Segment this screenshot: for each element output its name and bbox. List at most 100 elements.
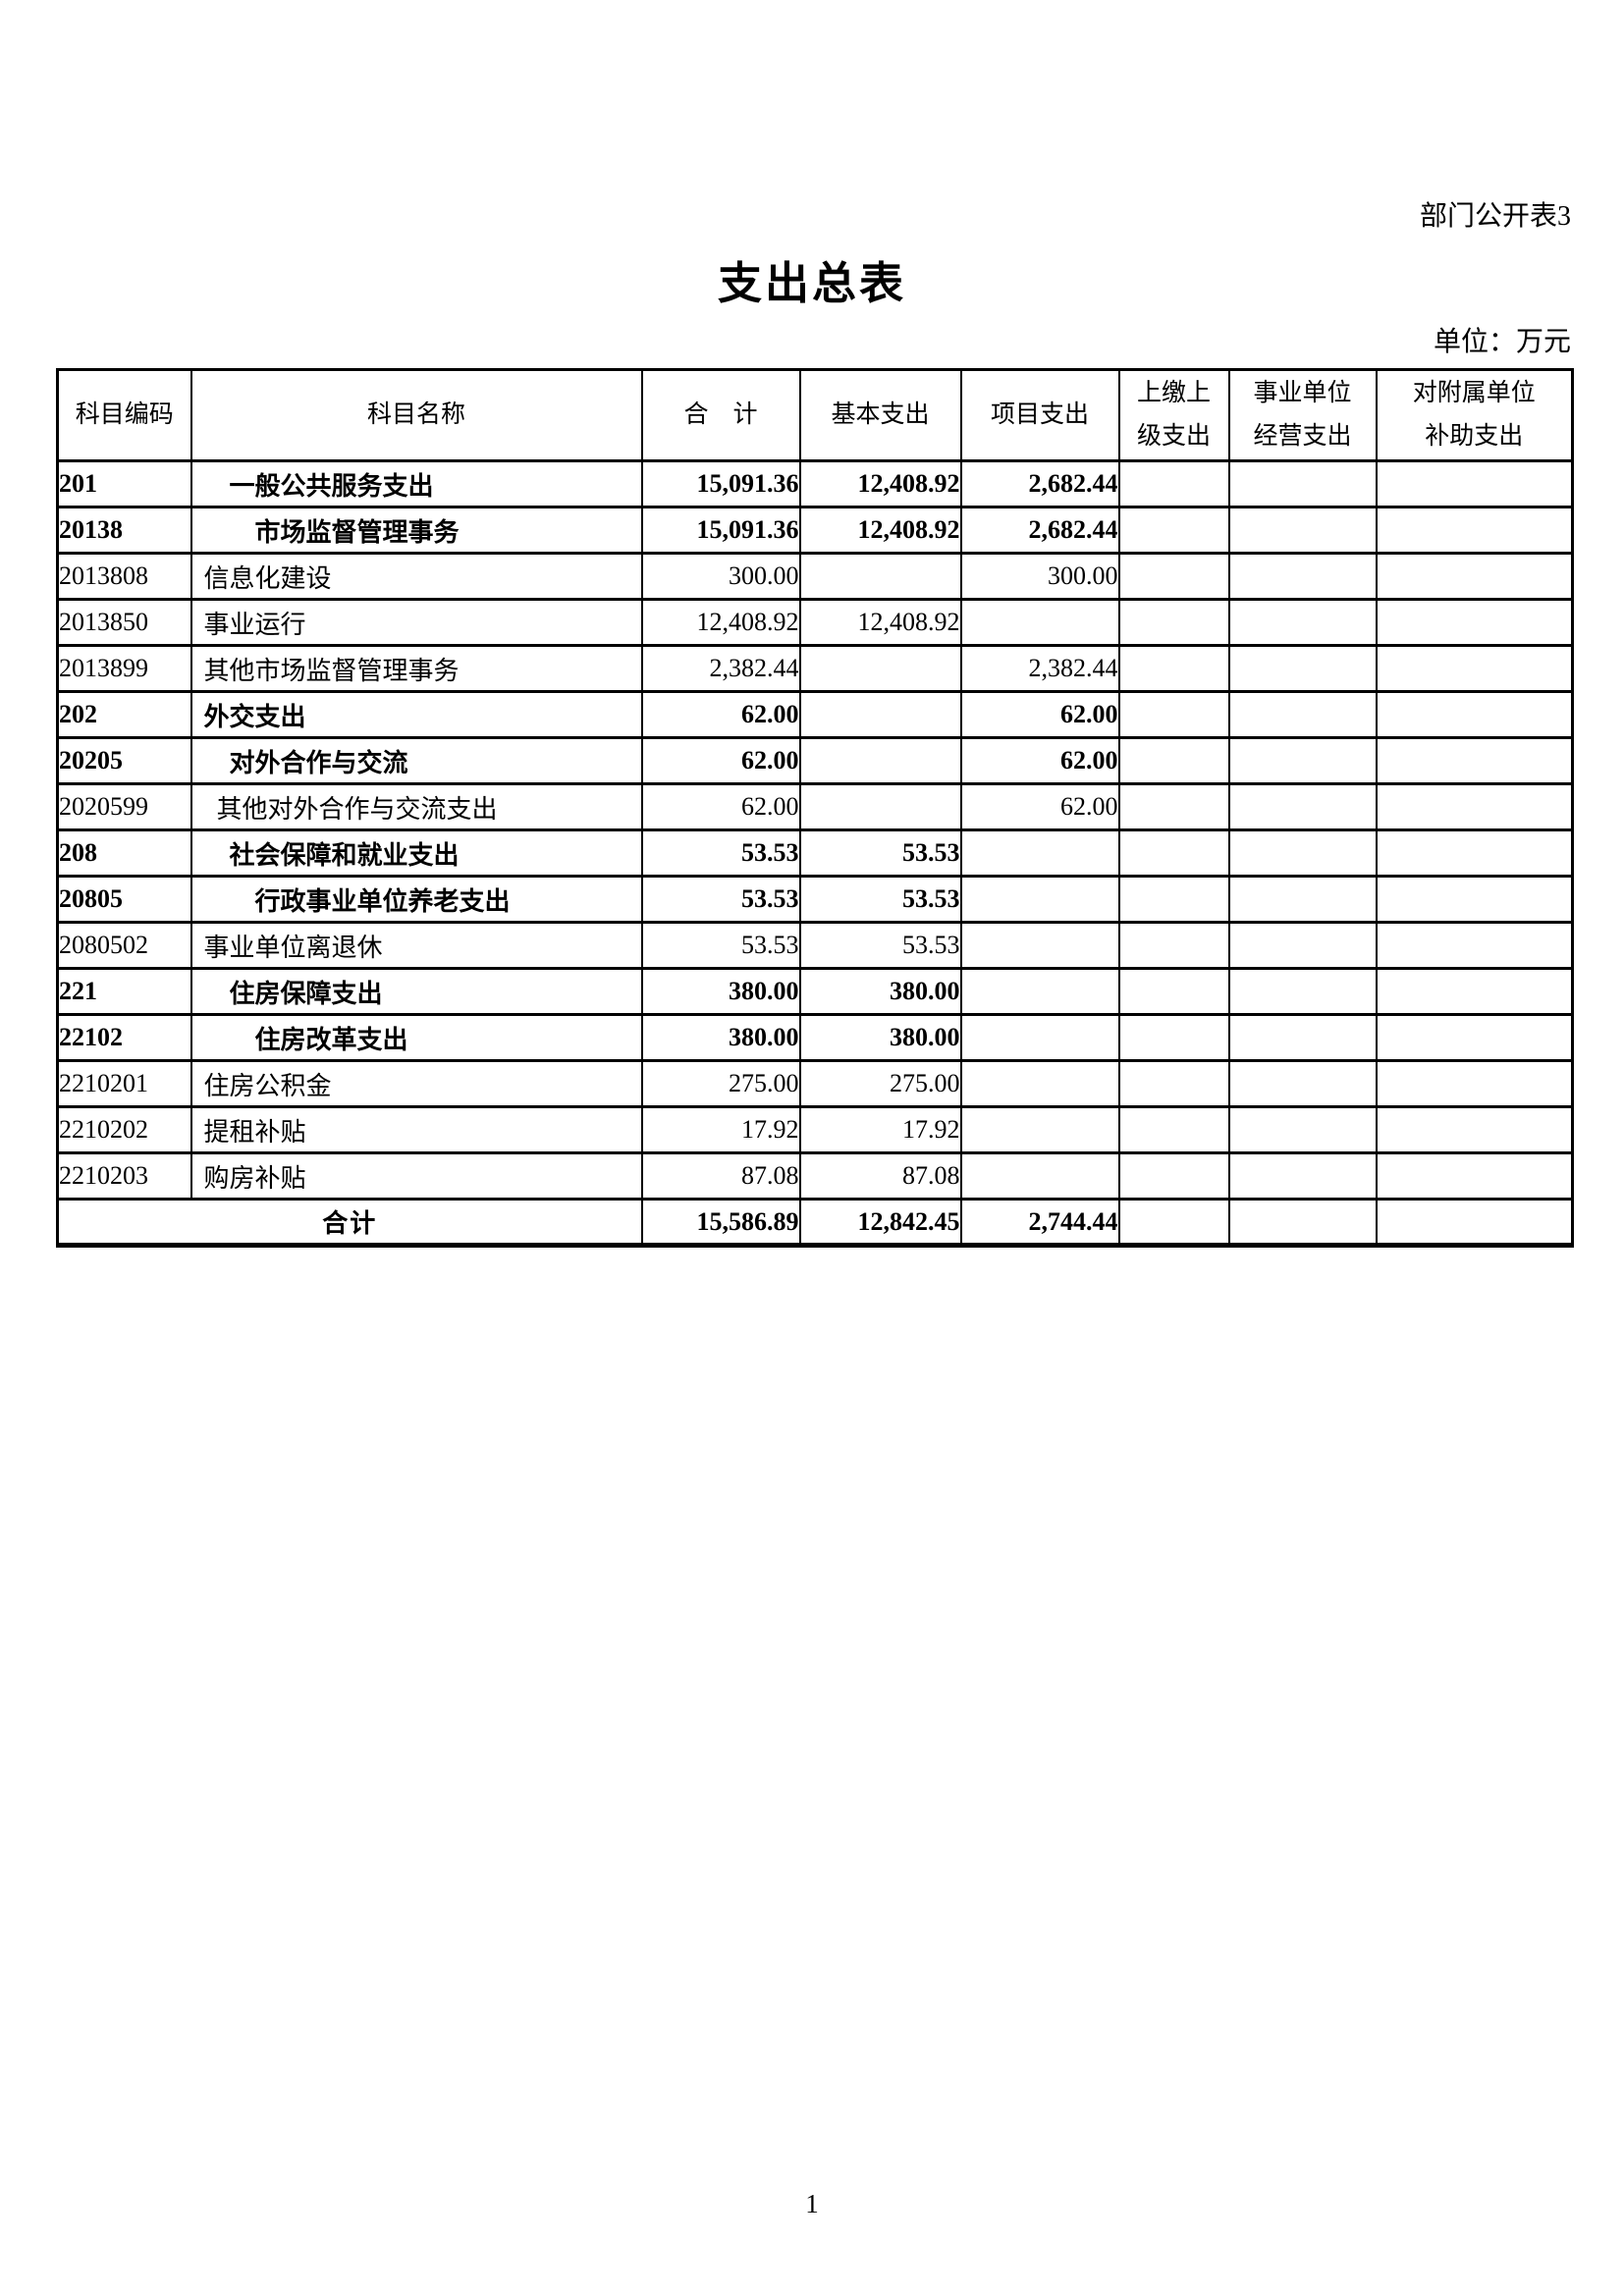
table-row: 2080502 事业单位离退休 53.53 53.53 (56, 921, 1574, 970)
upper-cell (1117, 1105, 1230, 1154)
subject-name-cell: 住房保障支出 (189, 967, 643, 1016)
subsidy-cell (1375, 644, 1574, 693)
table-row: 2020599 其他对外合作与交流支出 62.00 62.00 (56, 782, 1574, 831)
subsidy-cell (1375, 1105, 1574, 1154)
basic-cell: 53.53 (798, 921, 962, 970)
basic-cell: 87.08 (798, 1151, 962, 1201)
basic-cell (798, 552, 962, 601)
subject-code-cell: 2020599 (56, 782, 192, 831)
table-row: 202 外交支出 62.00 62.00 (56, 690, 1574, 739)
operating-cell (1227, 875, 1378, 924)
project-cell: 2,682.44 (959, 459, 1120, 508)
basic-cell: 380.00 (798, 967, 962, 1016)
table-row: 2210203 购房补贴 87.08 87.08 (56, 1151, 1574, 1201)
col-header-operating: 事业单位 经营支出 (1227, 368, 1378, 462)
total-cell: 380.00 (640, 967, 801, 1016)
subject-code-cell: 20138 (56, 506, 192, 555)
basic-cell: 12,842.45 (798, 1198, 962, 1247)
basic-cell: 17.92 (798, 1105, 962, 1154)
project-cell (959, 598, 1120, 647)
operating-cell (1227, 1105, 1378, 1154)
basic-cell (798, 644, 962, 693)
operating-cell (1227, 782, 1378, 831)
operating-cell (1227, 736, 1378, 785)
corner-note: 部门公开表3 (1419, 201, 1571, 232)
total-cell: 53.53 (640, 875, 801, 924)
subject-code-cell: 202 (56, 690, 192, 739)
operating-cell (1227, 1151, 1378, 1201)
project-cell (959, 1013, 1120, 1062)
subsidy-cell (1375, 552, 1574, 601)
upper-cell (1117, 506, 1230, 555)
subject-name-cell: 购房补贴 (189, 1151, 643, 1201)
table-row: 22102 住房改革支出 380.00 380.00 (56, 1013, 1574, 1062)
subject-code-cell: 2210202 (56, 1105, 192, 1154)
total-cell: 15,091.36 (640, 459, 801, 508)
upper-cell (1117, 459, 1230, 508)
basic-cell: 12,408.92 (798, 506, 962, 555)
total-cell: 380.00 (640, 1013, 801, 1062)
subject-code-cell: 208 (56, 828, 192, 878)
subject-name-cell: 行政事业单位养老支出 (189, 875, 643, 924)
table-row: 20805 行政事业单位养老支出 53.53 53.53 (56, 875, 1574, 924)
operating-cell (1227, 921, 1378, 970)
basic-cell: 275.00 (798, 1059, 962, 1108)
operating-cell (1227, 644, 1378, 693)
project-cell (959, 828, 1120, 878)
subject-name-cell: 其他市场监督管理事务 (189, 644, 643, 693)
subsidy-cell (1375, 459, 1574, 508)
subject-name-cell: 其他对外合作与交流支出 (189, 782, 643, 831)
upper-cell (1117, 875, 1230, 924)
project-cell (959, 921, 1120, 970)
total-cell: 62.00 (640, 690, 801, 739)
subject-code-cell: 2013850 (56, 598, 192, 647)
project-cell (959, 875, 1120, 924)
subsidy-cell (1375, 921, 1574, 970)
upper-cell (1117, 598, 1230, 647)
unit-label: 单位：万元 (1433, 327, 1571, 357)
upper-cell (1117, 1151, 1230, 1201)
operating-cell (1227, 828, 1378, 878)
basic-cell (798, 782, 962, 831)
project-cell (959, 1105, 1120, 1154)
expenditure-table: 科目编码 科目名称 合 计 基本支出 项目支出 上缴上 级支出 事业单位 经营支… (56, 368, 1574, 1248)
subsidy-cell (1375, 1198, 1574, 1247)
operating-cell (1227, 552, 1378, 601)
subsidy-cell (1375, 782, 1574, 831)
col-header-project-expense: 项目支出 (959, 368, 1120, 462)
total-row-label: 合计 (56, 1198, 643, 1247)
project-cell (959, 967, 1120, 1016)
table-row: 208 社会保障和就业支出 53.53 53.53 (56, 828, 1574, 878)
table-row: 2013899 其他市场监督管理事务 2,382.44 2,382.44 (56, 644, 1574, 693)
subject-name-cell: 事业运行 (189, 598, 643, 647)
upper-cell (1117, 690, 1230, 739)
basic-cell: 53.53 (798, 875, 962, 924)
upper-cell (1117, 644, 1230, 693)
project-cell: 62.00 (959, 690, 1120, 739)
total-cell: 62.00 (640, 736, 801, 785)
total-cell: 15,586.89 (640, 1198, 801, 1247)
operating-cell (1227, 506, 1378, 555)
table-row: 201 一般公共服务支出 15,091.36 12,408.92 2,682.44 (56, 459, 1574, 508)
subject-name-cell: 社会保障和就业支出 (189, 828, 643, 878)
page-title: 支出总表 (717, 258, 906, 308)
col-header-subject-name: 科目名称 (189, 368, 643, 462)
subject-name-cell: 住房公积金 (189, 1059, 643, 1108)
subsidy-cell (1375, 1059, 1574, 1108)
total-row: 合计 15,586.89 12,842.45 2,744.44 (56, 1198, 1574, 1247)
upper-cell (1117, 1059, 1230, 1108)
subject-name-cell: 住房改革支出 (189, 1013, 643, 1062)
total-cell: 87.08 (640, 1151, 801, 1201)
basic-cell: 12,408.92 (798, 598, 962, 647)
basic-cell (798, 690, 962, 739)
project-cell (959, 1151, 1120, 1201)
subject-code-cell: 201 (56, 459, 192, 508)
project-cell: 2,744.44 (959, 1198, 1120, 1247)
subject-name-cell: 市场监督管理事务 (189, 506, 643, 555)
col-header-basic-expense: 基本支出 (798, 368, 962, 462)
project-cell: 2,682.44 (959, 506, 1120, 555)
subject-code-cell: 2013808 (56, 552, 192, 601)
upper-cell (1117, 736, 1230, 785)
project-cell: 62.00 (959, 736, 1120, 785)
